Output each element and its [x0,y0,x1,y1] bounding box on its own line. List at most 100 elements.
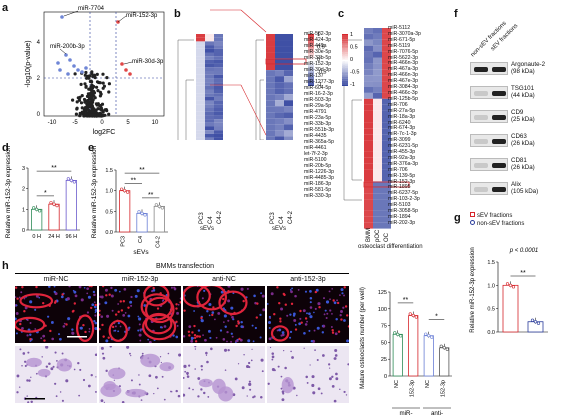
y-tick: 0 [37,112,41,118]
data-point [35,207,39,211]
data-point [123,189,127,193]
heatmap-scale-label: -0.5 [350,70,359,76]
heatmap-gene-label: let-7f-2-3p [304,151,328,158]
volcano-label-mir-7704: miR-7704 [78,6,105,12]
heatmap-b-gene-labels: miR-582-3p miR-424-3p miR-449a miR-30e-5p mi… [304,31,344,199]
heatmap-cell [284,70,293,77]
heatmap-cell [364,128,373,135]
heatmap-cell [382,199,391,205]
volcano-point [99,103,103,108]
volcano-point [101,114,105,118]
significance-marker: ** [148,192,154,199]
panel-label-a: a [2,2,9,14]
heatmap-cell [284,124,293,131]
volcano-point-down [68,58,72,62]
heatmap-gene-label: miR-7c-1-3p [388,131,417,138]
heatmap-cell [214,89,223,94]
heatmap-cell [266,100,275,107]
data-point [424,332,428,336]
heatmap-cell [214,85,223,90]
heatmap-gene-label: miR-671-5p [388,36,416,43]
heatmap-cell [373,199,382,205]
heatmap-cell [196,85,205,90]
volcano-points [56,15,132,118]
volcano-point [107,82,111,86]
heatmap-cell [205,67,214,71]
heatmap-cell [373,45,382,52]
h-xgroup-mir: miR- [399,410,412,417]
heatmap-gene-label: miR-1895 [388,184,411,191]
significance-marker: * [44,190,47,197]
heatmap-cell [382,146,391,152]
heatmap-cell [364,116,373,123]
volcano-point [98,114,102,118]
heatmap-cell [373,205,382,211]
blot-band [492,139,506,144]
volcano-label-mir-152: miR-152-3p [126,13,158,19]
y-tick-label: 3 [22,166,25,172]
heatmap-gene-label: miR-152-3p [304,61,332,68]
volcano-point [107,112,111,116]
heatmap-gene-label: miR-152-3p [388,178,416,185]
x-tick-label: NC [394,380,400,388]
blot-label: CD63 (26 kDa) [511,133,535,147]
heatmap-cell [373,33,382,40]
heatmap-cell [275,70,284,77]
heatmap-gene-label: miR-4435 [304,133,327,140]
heatmap-cell [364,199,373,205]
volcano-point [83,82,87,86]
heatmap-cell [382,187,391,194]
heatmap-cell [205,34,214,38]
heatmap-cell [275,82,284,89]
d-ylabel: Relative miR-152-3p expression [5,145,12,238]
volcano-point [95,85,99,89]
heatmap-cell [364,28,373,34]
heatmap-cell [284,136,293,140]
heatmap-cell [382,151,391,158]
volcano-point [89,109,94,113]
x-tick-label: 152-3p [409,380,415,397]
heatmap-cell [196,82,205,86]
heatmap-cell [373,75,382,82]
heatmap-cell [382,28,391,34]
heatmap-cell [196,59,205,64]
y-tick-label: 0 [384,374,387,380]
heatmap-cell [373,163,382,170]
heatmap-gene-label: miR-16-2-3p [304,91,333,98]
heatmap-cell [373,151,382,158]
data-point [137,210,141,214]
heatmap-cell [284,118,293,125]
heatmap-cell [364,39,373,46]
heatmap-gene-label: miR-466c-3p [388,89,418,96]
blot-label: CD81 (26 kDa) [511,157,535,171]
heatmap-cell [214,133,223,138]
heatmap-gene-label: miR-4461 [304,145,327,152]
heatmap-gene-label: miR-582-3p [304,31,332,37]
heatmap-cell [275,40,284,47]
heatmap-scale-label: 0.5 [350,45,358,51]
data-point [120,187,124,191]
heatmap-cell [373,157,382,164]
heatmap-cell [196,130,205,134]
e-xlabel: sEVs [133,249,149,256]
heatmap-gene-label: miR-466n-3p [388,60,418,67]
c-col-bmm: BMM [366,228,372,242]
volcano-point [101,110,105,114]
volcano-point [103,108,107,112]
volcano-label-mir-30d: miR-30d-3p [132,59,164,65]
blot-band [474,163,488,168]
heatmap-cell [382,175,391,182]
heatmap-gene-label: miR-455-3p [388,149,416,156]
western-blot-panel: non-sEV fractions sEV fractions Argonaut… [462,8,561,208]
heatmap-cell [364,122,373,129]
c-col-oc: OC [384,233,390,242]
heatmap-cell [364,51,373,58]
heatmap-cell [364,175,373,182]
heatmap-cell [196,74,205,79]
heatmap-gene-label: miR-581-5p [304,187,332,194]
heatmap-cell [382,140,391,146]
x-tick-label: 96 H [66,234,78,240]
heatmap-cell [373,140,382,146]
heatmap-cell [364,210,373,217]
volcano-point [101,72,105,76]
